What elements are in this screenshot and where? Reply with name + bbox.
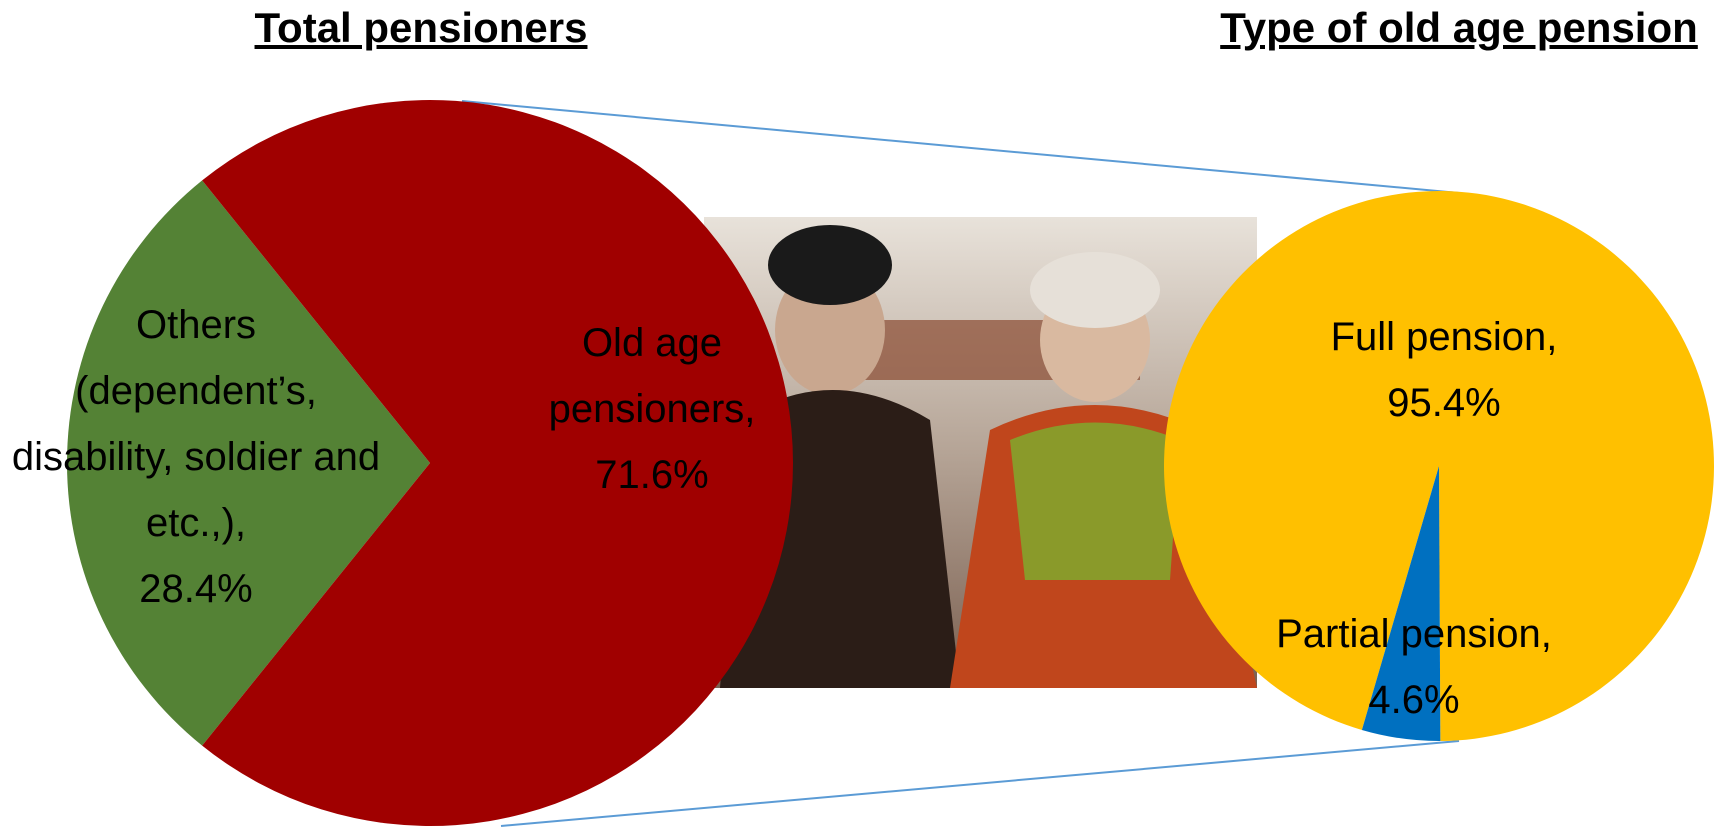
data-label: Old age pensioners, 71.6% xyxy=(512,310,792,508)
slice-name: Full pension, xyxy=(1331,315,1558,359)
chart-title: Type of old age pension xyxy=(1220,4,1698,52)
data-label: Others (dependent’s, disability, soldier… xyxy=(11,292,381,622)
value-label: 95.4% xyxy=(1387,381,1500,425)
chart-title: Total pensioners xyxy=(255,4,588,52)
page: Total pensioners Others (dependent’s, dis… xyxy=(0,0,1727,829)
value-label: 28.4% xyxy=(139,567,252,611)
slice-name: Old age pensioners, xyxy=(549,321,756,431)
data-label: Full pension, 95.4% xyxy=(1284,304,1604,436)
slice-name: Partial pension, xyxy=(1276,612,1552,656)
value-label: 4.6% xyxy=(1368,678,1459,722)
data-label: Partial pension, 4.6% xyxy=(1234,601,1594,733)
value-label: 71.6% xyxy=(595,453,708,497)
slice-name: Others (dependent’s, disability, soldier… xyxy=(12,303,380,545)
